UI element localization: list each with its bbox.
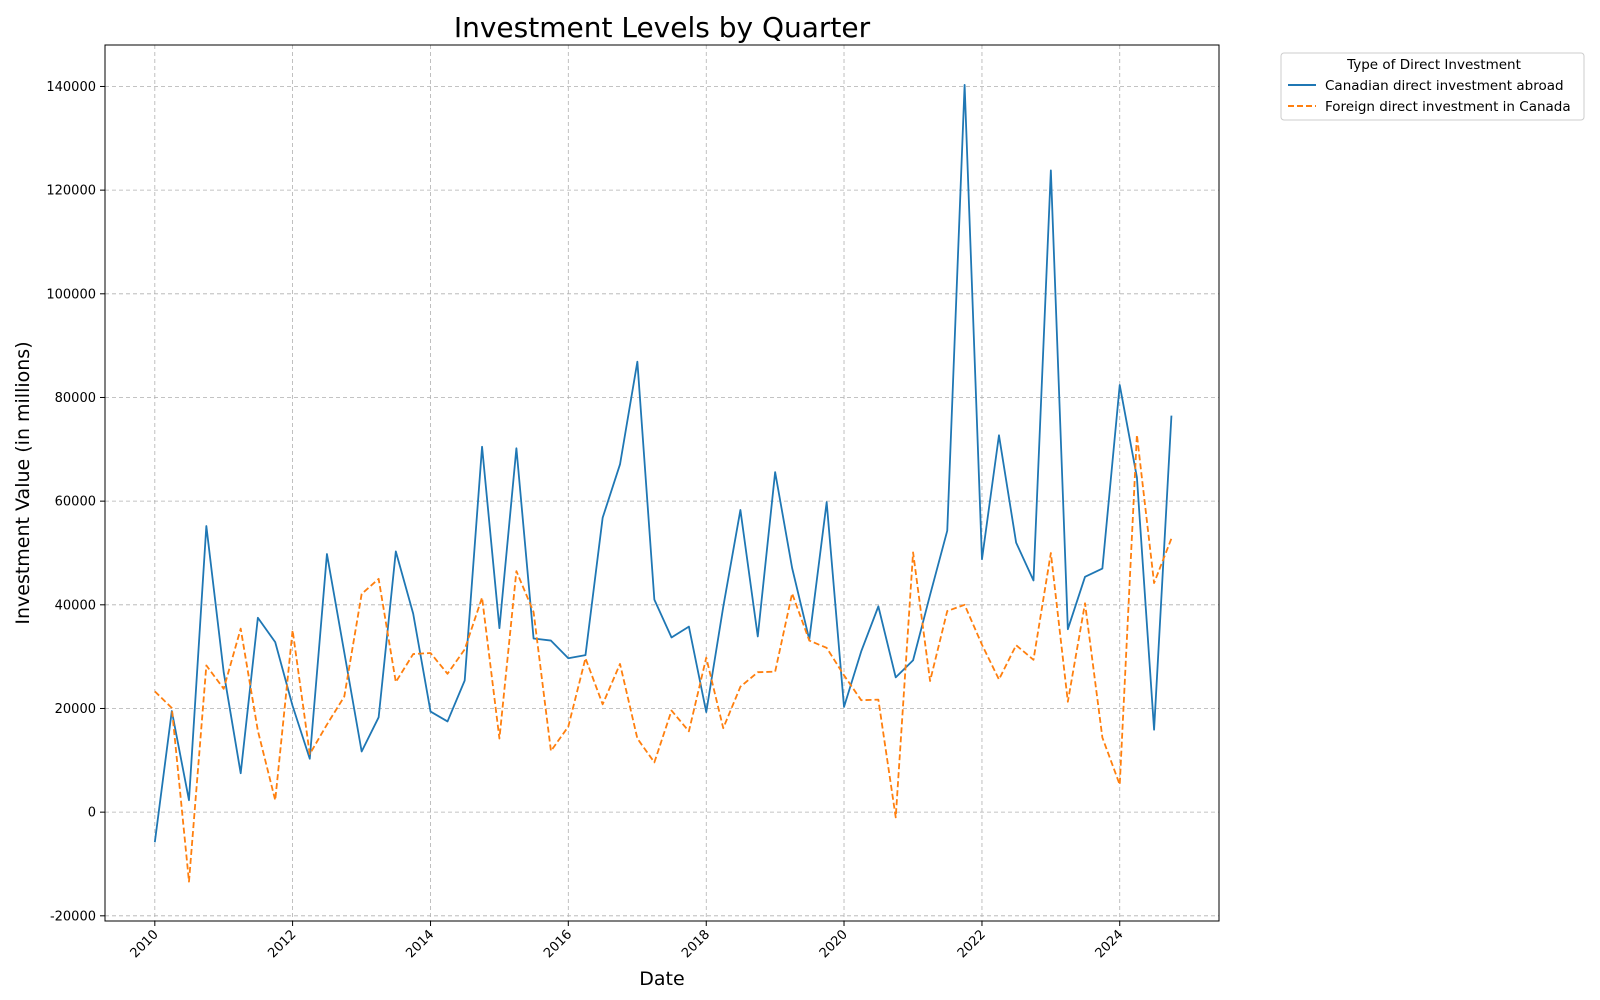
- series-line-foreign-in-canada: [154, 433, 1173, 883]
- legend-box: [1280, 52, 1585, 121]
- plot-frame: [104, 44, 1220, 922]
- series-layer: [153, 84, 1173, 883]
- y-tick-label: 20000: [55, 702, 96, 717]
- y-tick-label: 0: [88, 806, 96, 821]
- chart-title: Investment Levels by Quarter: [454, 11, 871, 44]
- grid: [105, 45, 1219, 921]
- y-tick-label: 80000: [55, 391, 96, 406]
- legend: Type of Direct Investment Canadian direc…: [1280, 52, 1585, 121]
- y-tick-label: 100000: [46, 287, 96, 302]
- series-line-canadian-abroad: [153, 84, 1173, 843]
- y-tick-label: 60000: [55, 495, 96, 510]
- legend-title: Type of Direct Investment: [1346, 57, 1521, 73]
- y-axis-label: Investment Value (in millions): [12, 341, 34, 624]
- legend-label-foreign-in-canada: Foreign direct investment in Canada: [1325, 99, 1571, 115]
- y-tick-label: 140000: [46, 80, 96, 95]
- y-axis: -20000 0 20000 40000 60000 80000 100000 120000 1…: [46, 80, 105, 924]
- y-tick-label: 120000: [46, 184, 96, 199]
- y-tick-label: -20000: [50, 909, 96, 924]
- y-tick-label: 40000: [55, 598, 96, 613]
- legend-label-canadian-abroad: Canadian direct investment abroad: [1325, 78, 1564, 94]
- x-axis-label: Date: [639, 968, 684, 990]
